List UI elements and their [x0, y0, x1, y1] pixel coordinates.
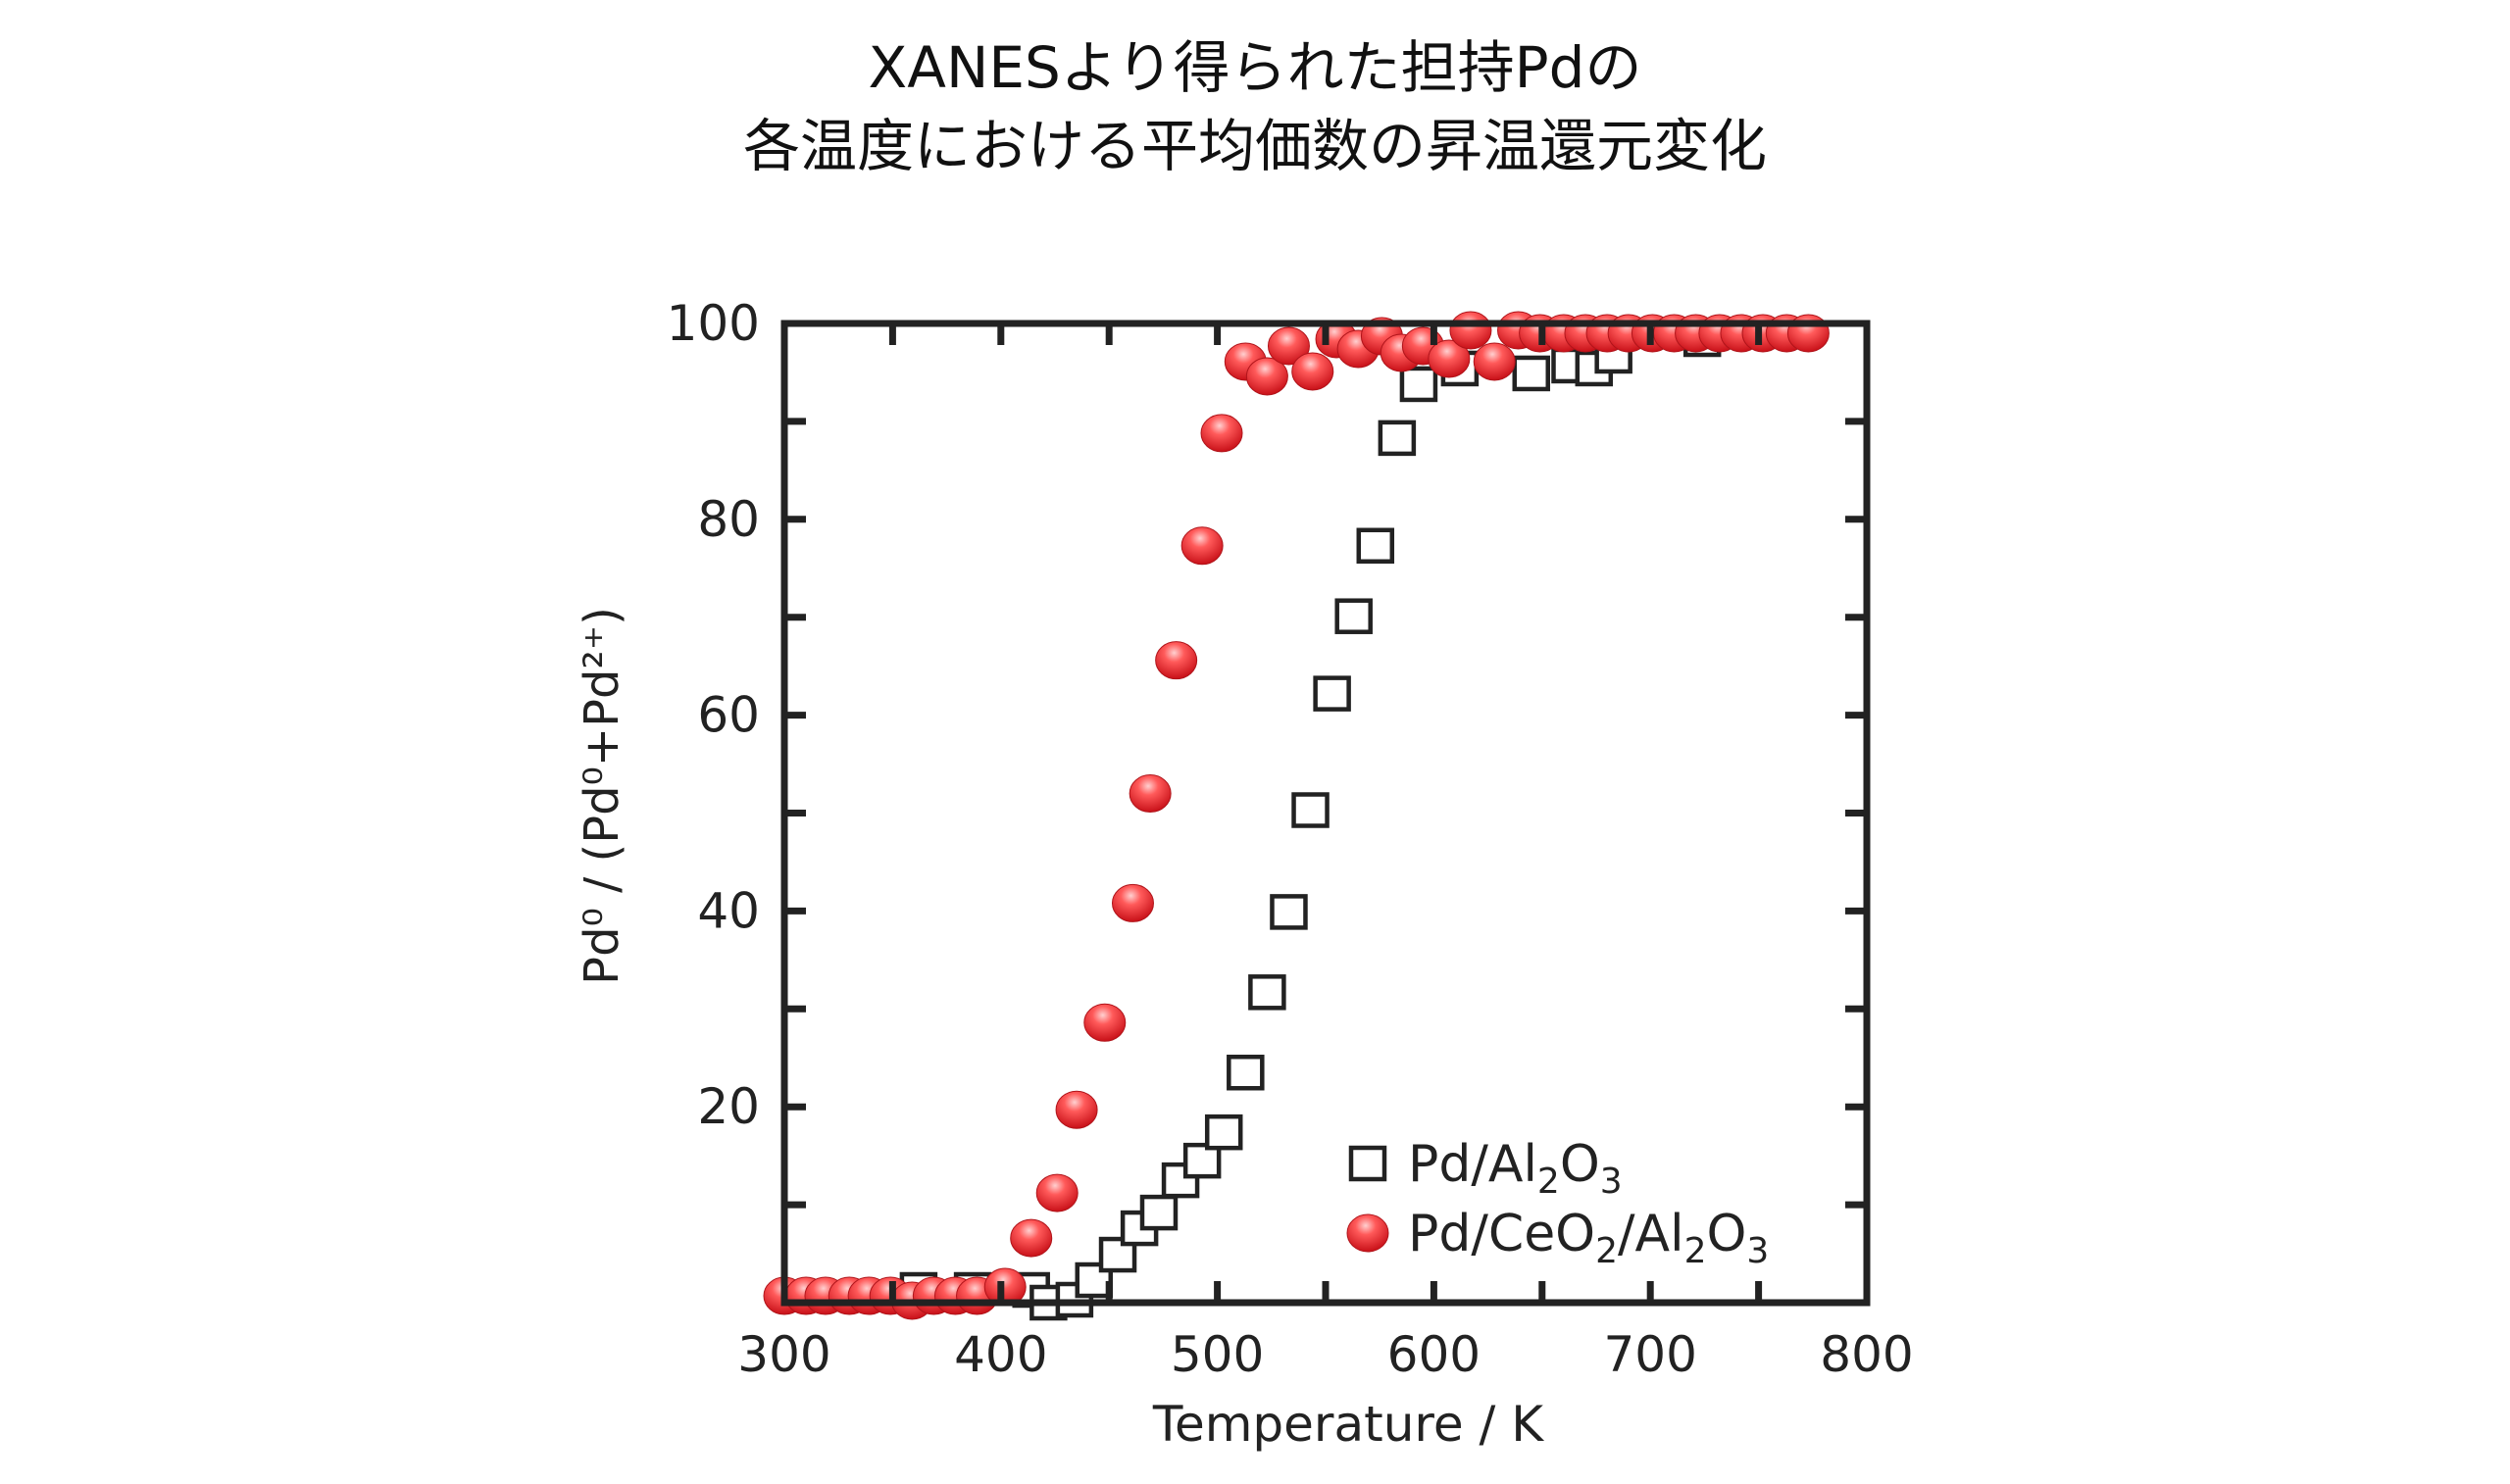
x-tick-label: 800 — [1820, 1326, 1913, 1383]
legend-marker-pd-ceo2-al2o3 — [1346, 1213, 1389, 1253]
data-point-pd-al2o3 — [1182, 1142, 1222, 1179]
data-point-pd-ceo2-al2o3 — [1291, 352, 1334, 391]
y-tick-label: 40 — [697, 882, 760, 939]
x-tick-label: 300 — [737, 1326, 830, 1383]
data-point-pd-al2o3 — [1270, 894, 1308, 930]
data-point-pd-al2o3 — [1399, 366, 1438, 403]
y-tick-label: 60 — [697, 687, 760, 744]
data-point-pd-al2o3 — [1512, 355, 1551, 392]
data-point-pd-al2o3 — [1291, 792, 1330, 828]
data-point-pd-al2o3 — [1204, 1113, 1243, 1151]
x-tick-label: 600 — [1387, 1326, 1481, 1383]
y-axis-label: Pd⁰ / (Pd⁰+Pd²⁺) — [575, 607, 629, 985]
data-point-pd-ceo2-al2o3 — [1200, 414, 1243, 453]
data-point-pd-ceo2-al2o3 — [1245, 357, 1288, 396]
legend-marker-pd-al2o3 — [1348, 1145, 1387, 1182]
data-point-pd-al2o3 — [1248, 974, 1286, 1011]
data-point-pd-al2o3 — [1098, 1236, 1137, 1273]
data-point-pd-ceo2-al2o3 — [1155, 641, 1198, 680]
data-point-pd-al2o3 — [1356, 527, 1395, 565]
y-tick-label: 100 — [667, 295, 760, 352]
x-axis-label: Temperature / K — [1152, 1396, 1544, 1453]
legend-label-pd-al2o3: Pd/Al2O3 — [1408, 1135, 1623, 1202]
data-point-pd-ceo2-al2o3 — [1267, 326, 1310, 366]
data-point-pd-al2o3 — [1139, 1194, 1179, 1231]
y-tick-label: 80 — [697, 491, 760, 548]
data-point-pd-ceo2-al2o3 — [1083, 1003, 1127, 1042]
x-tick-label: 400 — [954, 1326, 1047, 1383]
y-tick-label: 20 — [697, 1078, 760, 1135]
chart-title-line-2: 各温度における平均価数の昇温還元変化 — [742, 113, 1767, 179]
data-point-pd-ceo2-al2o3 — [1010, 1218, 1053, 1258]
legend-label-pd-ceo2-al2o3: Pd/CeO2/Al2O3 — [1408, 1205, 1769, 1271]
data-point-pd-al2o3 — [1334, 598, 1373, 634]
data-point-pd-ceo2-al2o3 — [1111, 883, 1154, 922]
data-point-pd-al2o3 — [1227, 1054, 1265, 1091]
x-tick-label: 500 — [1171, 1326, 1264, 1383]
data-point-pd-ceo2-al2o3 — [1055, 1090, 1098, 1129]
data-point-pd-ceo2-al2o3 — [1473, 342, 1516, 381]
data-point-pd-ceo2-al2o3 — [1129, 774, 1172, 814]
chart-title-line-1: XANESより得られた担持Pdの — [868, 34, 1642, 101]
x-tick-label: 700 — [1603, 1326, 1696, 1383]
data-point-pd-ceo2-al2o3 — [1428, 339, 1471, 378]
data-point-pd-ceo2-al2o3 — [1449, 311, 1492, 350]
data-point-pd-ceo2-al2o3 — [1180, 526, 1224, 566]
data-point-pd-al2o3 — [1075, 1261, 1113, 1299]
data-point-pd-ceo2-al2o3 — [1035, 1173, 1079, 1212]
data-point-pd-al2o3 — [1378, 420, 1417, 457]
data-point-pd-al2o3 — [1313, 675, 1351, 712]
